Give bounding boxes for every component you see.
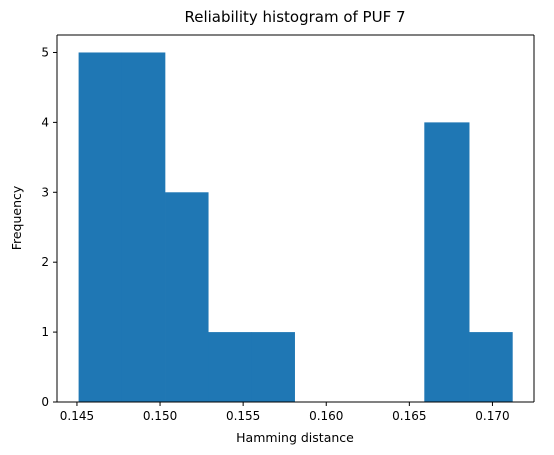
y-tick-label: 0 (41, 395, 49, 409)
histogram-bars (78, 52, 513, 402)
x-tick-label: 0.150 (143, 409, 177, 423)
axes (56, 34, 535, 403)
histogram-bar-0 (78, 52, 123, 402)
y-tick-label: 4 (41, 115, 49, 129)
x-axis-ticks: 0.145 0.150 0.155 0.160 0.165 0.170 (60, 402, 510, 423)
chart-title: Reliability histogram of PUF 7 (184, 8, 405, 26)
y-axis-label: Frequency (9, 185, 24, 250)
x-tick-label: 0.155 (226, 409, 260, 423)
x-tick-label: 0.165 (392, 409, 426, 423)
histogram-bar-1 (121, 52, 166, 402)
x-tick-label: 0.160 (309, 409, 343, 423)
x-axis-label: Hamming distance (236, 430, 354, 445)
y-tick-label: 3 (41, 185, 49, 199)
histogram-bar-3 (208, 332, 252, 402)
histogram-bar-4 (251, 332, 295, 402)
y-tick-label: 1 (41, 325, 49, 339)
x-tick-label: 0.170 (475, 409, 509, 423)
y-axis-ticks: 0 1 2 3 4 5 (41, 45, 57, 409)
y-tick-label: 5 (41, 45, 49, 59)
x-tick-label: 0.145 (60, 409, 94, 423)
histogram-bar-2 (165, 192, 209, 402)
histogram-bar-8 (424, 122, 470, 402)
y-tick-label: 2 (41, 255, 49, 269)
histogram-bar-9 (469, 332, 513, 402)
